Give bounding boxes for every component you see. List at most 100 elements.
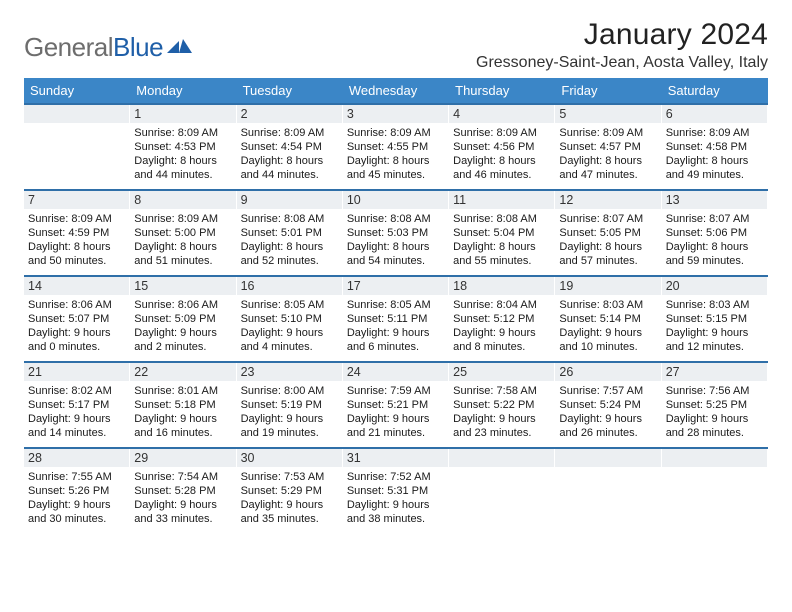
day-number-bar: 30 [237,449,342,467]
daylight-line: Daylight: 8 hours and 49 minutes. [666,154,763,182]
day-detail-text: Sunrise: 7:56 AMSunset: 5:25 PMDaylight:… [666,384,763,440]
day-number-bar: 18 [449,277,554,295]
calendar-day-cell: 12 Sunrise: 8:07 AMSunset: 5:05 PMDayligh… [555,191,661,275]
brand-logo: GeneralBlue [24,18,193,63]
day-detail-text: Sunrise: 8:07 AMSunset: 5:05 PMDaylight:… [559,212,656,268]
calendar-week-row: 21Sunrise: 8:02 AMSunset: 5:17 PMDayligh… [24,361,768,447]
sunset-line: Sunset: 4:53 PM [134,140,231,154]
day-detail-text: Sunrise: 8:09 AMSunset: 4:58 PMDaylight:… [666,126,763,182]
daylight-line: Daylight: 8 hours and 46 minutes. [453,154,550,182]
day-number-bar [24,105,129,123]
calendar-day-cell: 21Sunrise: 8:02 AMSunset: 5:17 PMDayligh… [24,363,130,447]
calendar-day-cell: 9Sunrise: 8:08 AMSunset: 5:01 PMDaylight… [237,191,343,275]
calendar-day-cell: 6 Sunrise: 8:09 AMSunset: 4:58 PMDaylight… [662,105,768,189]
sunrise-line: Sunrise: 8:04 AM [453,298,550,312]
weekday-header-cell: Monday [130,78,236,103]
calendar-day-cell: 27Sunrise: 7:56 AMSunset: 5:25 PMDayligh… [662,363,768,447]
day-detail-text: Sunrise: 7:57 AMSunset: 5:24 PMDaylight:… [559,384,656,440]
sunrise-line: Sunrise: 8:08 AM [347,212,444,226]
sunset-line: Sunset: 5:05 PM [559,226,656,240]
day-detail-text: Sunrise: 7:58 AMSunset: 5:22 PMDaylight:… [453,384,550,440]
day-number-bar: 12 [555,191,660,209]
day-number-bar: 10 [343,191,448,209]
day-number-bar: 15 [130,277,235,295]
calendar-day-cell: 16 Sunrise: 8:05 AMSunset: 5:10 PMDayligh… [237,277,343,361]
sunset-line: Sunset: 5:11 PM [347,312,444,326]
calendar-day-cell: 31Sunrise: 7:52 AMSunset: 5:31 PMDayligh… [343,449,449,533]
calendar-day-cell: 19Sunrise: 8:03 AMSunset: 5:14 PMDayligh… [555,277,661,361]
day-detail-text: Sunrise: 8:08 AMSunset: 5:04 PMDaylight:… [453,212,550,268]
daylight-line: Daylight: 9 hours and 33 minutes. [134,498,231,526]
calendar-empty-cell [24,105,130,189]
day-detail-text: Sunrise: 7:52 AMSunset: 5:31 PMDaylight:… [347,470,444,526]
sunrise-line: Sunrise: 8:08 AM [241,212,338,226]
daylight-line: Daylight: 9 hours and 23 minutes. [453,412,550,440]
day-number-bar: 23 [237,363,342,381]
brand-word-2: Blue [113,32,163,62]
sunset-line: Sunset: 5:21 PM [347,398,444,412]
sunset-line: Sunset: 5:10 PM [241,312,338,326]
day-detail-text: Sunrise: 8:09 AMSunset: 5:00 PMDaylight:… [134,212,231,268]
calendar-day-cell: 1Sunrise: 8:09 AMSunset: 4:53 PMDaylight… [130,105,236,189]
calendar-day-cell: 15Sunrise: 8:06 AMSunset: 5:09 PMDayligh… [130,277,236,361]
calendar-day-cell: 13Sunrise: 8:07 AMSunset: 5:06 PMDayligh… [662,191,768,275]
calendar-empty-cell [449,449,555,533]
daylight-line: Daylight: 9 hours and 0 minutes. [28,326,125,354]
sunrise-line: Sunrise: 8:08 AM [453,212,550,226]
day-number-bar: 6 [662,105,767,123]
calendar-day-cell: 18 Sunrise: 8:04 AMSunset: 5:12 PMDayligh… [449,277,555,361]
weekday-header-cell: Thursday [449,78,555,103]
calendar-day-cell: 3Sunrise: 8:09 AMSunset: 4:55 PMDaylight… [343,105,449,189]
day-detail-text: Sunrise: 8:08 AMSunset: 5:03 PMDaylight:… [347,212,444,268]
day-detail-text: Sunrise: 8:03 AMSunset: 5:14 PMDaylight:… [559,298,656,354]
day-detail-text: Sunrise: 8:04 AMSunset: 5:12 PMDaylight:… [453,298,550,354]
sunrise-line: Sunrise: 8:09 AM [241,126,338,140]
sunset-line: Sunset: 5:01 PM [241,226,338,240]
sunset-line: Sunset: 5:15 PM [666,312,763,326]
daylight-line: Daylight: 9 hours and 21 minutes. [347,412,444,440]
sunrise-line: Sunrise: 8:03 AM [666,298,763,312]
daylight-line: Daylight: 8 hours and 44 minutes. [241,154,338,182]
day-detail-text: Sunrise: 8:09 AMSunset: 4:54 PMDaylight:… [241,126,338,182]
day-detail-text: Sunrise: 8:05 AMSunset: 5:10 PMDaylight:… [241,298,338,354]
daylight-line: Daylight: 8 hours and 54 minutes. [347,240,444,268]
day-detail-text: Sunrise: 8:09 AMSunset: 4:55 PMDaylight:… [347,126,444,182]
day-number-bar: 29 [130,449,235,467]
calendar-page: GeneralBlue January 2024 Gressoney-Saint… [0,0,792,533]
sunset-line: Sunset: 4:59 PM [28,226,125,240]
daylight-line: Daylight: 9 hours and 10 minutes. [559,326,656,354]
day-number-bar: 24 [343,363,448,381]
daylight-line: Daylight: 8 hours and 52 minutes. [241,240,338,268]
sunrise-line: Sunrise: 8:09 AM [453,126,550,140]
calendar-day-cell: 2Sunrise: 8:09 AMSunset: 4:54 PMDaylight… [237,105,343,189]
sunset-line: Sunset: 5:17 PM [28,398,125,412]
sunset-line: Sunset: 5:03 PM [347,226,444,240]
sunrise-line: Sunrise: 8:06 AM [28,298,125,312]
sunset-line: Sunset: 5:06 PM [666,226,763,240]
daylight-line: Daylight: 9 hours and 14 minutes. [28,412,125,440]
day-detail-text: Sunrise: 8:08 AMSunset: 5:01 PMDaylight:… [241,212,338,268]
sunrise-line: Sunrise: 7:57 AM [559,384,656,398]
day-detail-text: Sunrise: 7:54 AMSunset: 5:28 PMDaylight:… [134,470,231,526]
sunset-line: Sunset: 5:25 PM [666,398,763,412]
sunset-line: Sunset: 5:28 PM [134,484,231,498]
daylight-line: Daylight: 9 hours and 38 minutes. [347,498,444,526]
sunrise-line: Sunrise: 7:54 AM [134,470,231,484]
day-number-bar: 7 [24,191,129,209]
day-number-bar: 5 [555,105,660,123]
calendar-day-cell: 25 Sunrise: 7:58 AMSunset: 5:22 PMDayligh… [449,363,555,447]
day-number-bar: 8 [130,191,235,209]
daylight-line: Daylight: 9 hours and 28 minutes. [666,412,763,440]
calendar-day-cell: 20Sunrise: 8:03 AMSunset: 5:15 PMDayligh… [662,277,768,361]
day-number-bar: 25 [449,363,554,381]
daylight-line: Daylight: 9 hours and 2 minutes. [134,326,231,354]
day-number-bar: 11 [449,191,554,209]
sunset-line: Sunset: 5:26 PM [28,484,125,498]
calendar-day-cell: 11 Sunrise: 8:08 AMSunset: 5:04 PMDayligh… [449,191,555,275]
sunrise-line: Sunrise: 8:09 AM [134,212,231,226]
sunset-line: Sunset: 4:56 PM [453,140,550,154]
calendar-week-row: 14Sunrise: 8:06 AMSunset: 5:07 PMDayligh… [24,275,768,361]
day-number-bar: 16 [237,277,342,295]
brand-triangles-icon [167,39,193,57]
daylight-line: Daylight: 9 hours and 19 minutes. [241,412,338,440]
